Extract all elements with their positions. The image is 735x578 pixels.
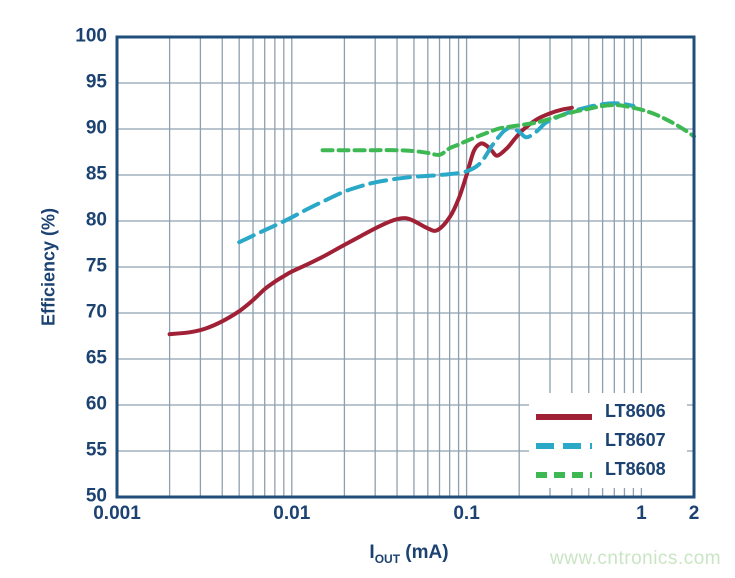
y-tick-label-55: 55 [85,439,107,461]
y-tick-label-85: 85 [85,163,107,185]
y-tick-label-95: 95 [85,71,107,93]
legend-label-lt8608: LT8608 [605,459,666,479]
x-axis-title-symbol: I [369,542,375,563]
legend-item-lt8606: LT8606 [529,401,687,422]
y-tick-label-75: 75 [85,255,107,277]
legend-item-lt8608: LT8608 [529,459,687,480]
x-tick-label-1: 1 [636,503,647,524]
series-curve-lt8608 [320,103,696,157]
y-axis-title: Efficiency (%) [38,207,59,327]
x-tick-label-0.01: 0.01 [273,503,311,524]
x-tick-label-0.1: 0.1 [453,503,480,524]
legend: LT8606 LT8607 LT8608 [529,393,687,488]
legend-item-lt8607: LT8607 [529,430,687,451]
x-axis-title: IOUT (mA) [369,542,448,566]
y-tick-label-70: 70 [85,301,107,323]
x-axis-title-subscript: OUT [374,551,401,566]
legend-line-sample-lt8607 [536,437,592,449]
y-tick-label-60: 60 [85,393,107,415]
legend-line-sample-lt8608 [536,466,592,478]
y-tick-label-90: 90 [85,117,107,139]
y-tick-label-65: 65 [85,347,107,369]
series-curve-lt8607 [237,101,636,245]
legend-label-lt8607: LT8607 [605,430,666,450]
y-tick-label-50: 50 [85,485,107,507]
watermark: www.cntronics.com [550,548,722,569]
x-tick-label-0.001: 0.001 [93,503,141,524]
series-curve-lt8606 [167,105,574,337]
y-tick-label-80: 80 [85,209,107,231]
x-axis-title-unit: (mA) [400,542,449,563]
y-tick-label-100: 100 [75,25,107,47]
legend-label-lt8606: LT8606 [605,401,666,421]
legend-line-sample-lt8606 [536,408,592,420]
x-tick-label-2: 2 [688,503,700,524]
